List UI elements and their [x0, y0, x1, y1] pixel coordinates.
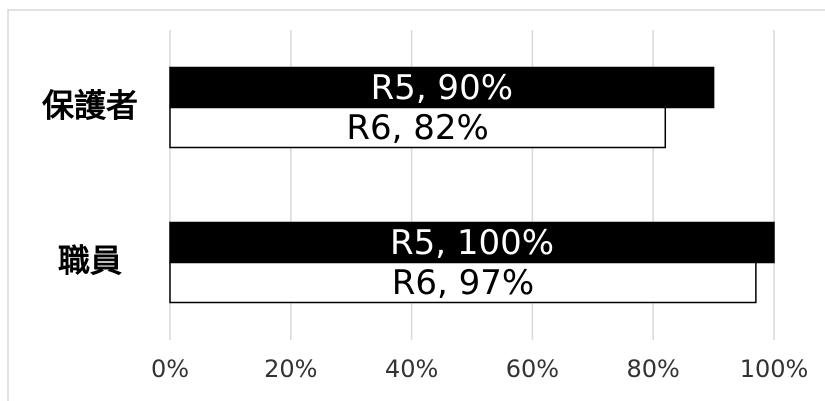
- data-label: R6, 82%: [346, 108, 488, 148]
- x-tick-label: 100%: [740, 355, 809, 383]
- data-label: R5, 100%: [390, 223, 554, 263]
- x-tick-label: 0%: [151, 355, 189, 383]
- chart-frame: [7, 9, 825, 401]
- data-label: R6, 97%: [392, 263, 534, 303]
- x-tick-label: 60%: [506, 355, 559, 383]
- bar: [169, 66, 715, 109]
- x-tick-label: 80%: [627, 355, 680, 383]
- data-label: R5, 90%: [371, 68, 513, 108]
- x-tick-label: 40%: [385, 355, 438, 383]
- bar: [169, 106, 667, 149]
- bar: [169, 221, 775, 264]
- x-tick-label: 20%: [264, 355, 317, 383]
- y-tick-label: 保護者: [42, 87, 138, 125]
- bar: [169, 261, 757, 304]
- y-tick-label: 職員: [58, 242, 122, 280]
